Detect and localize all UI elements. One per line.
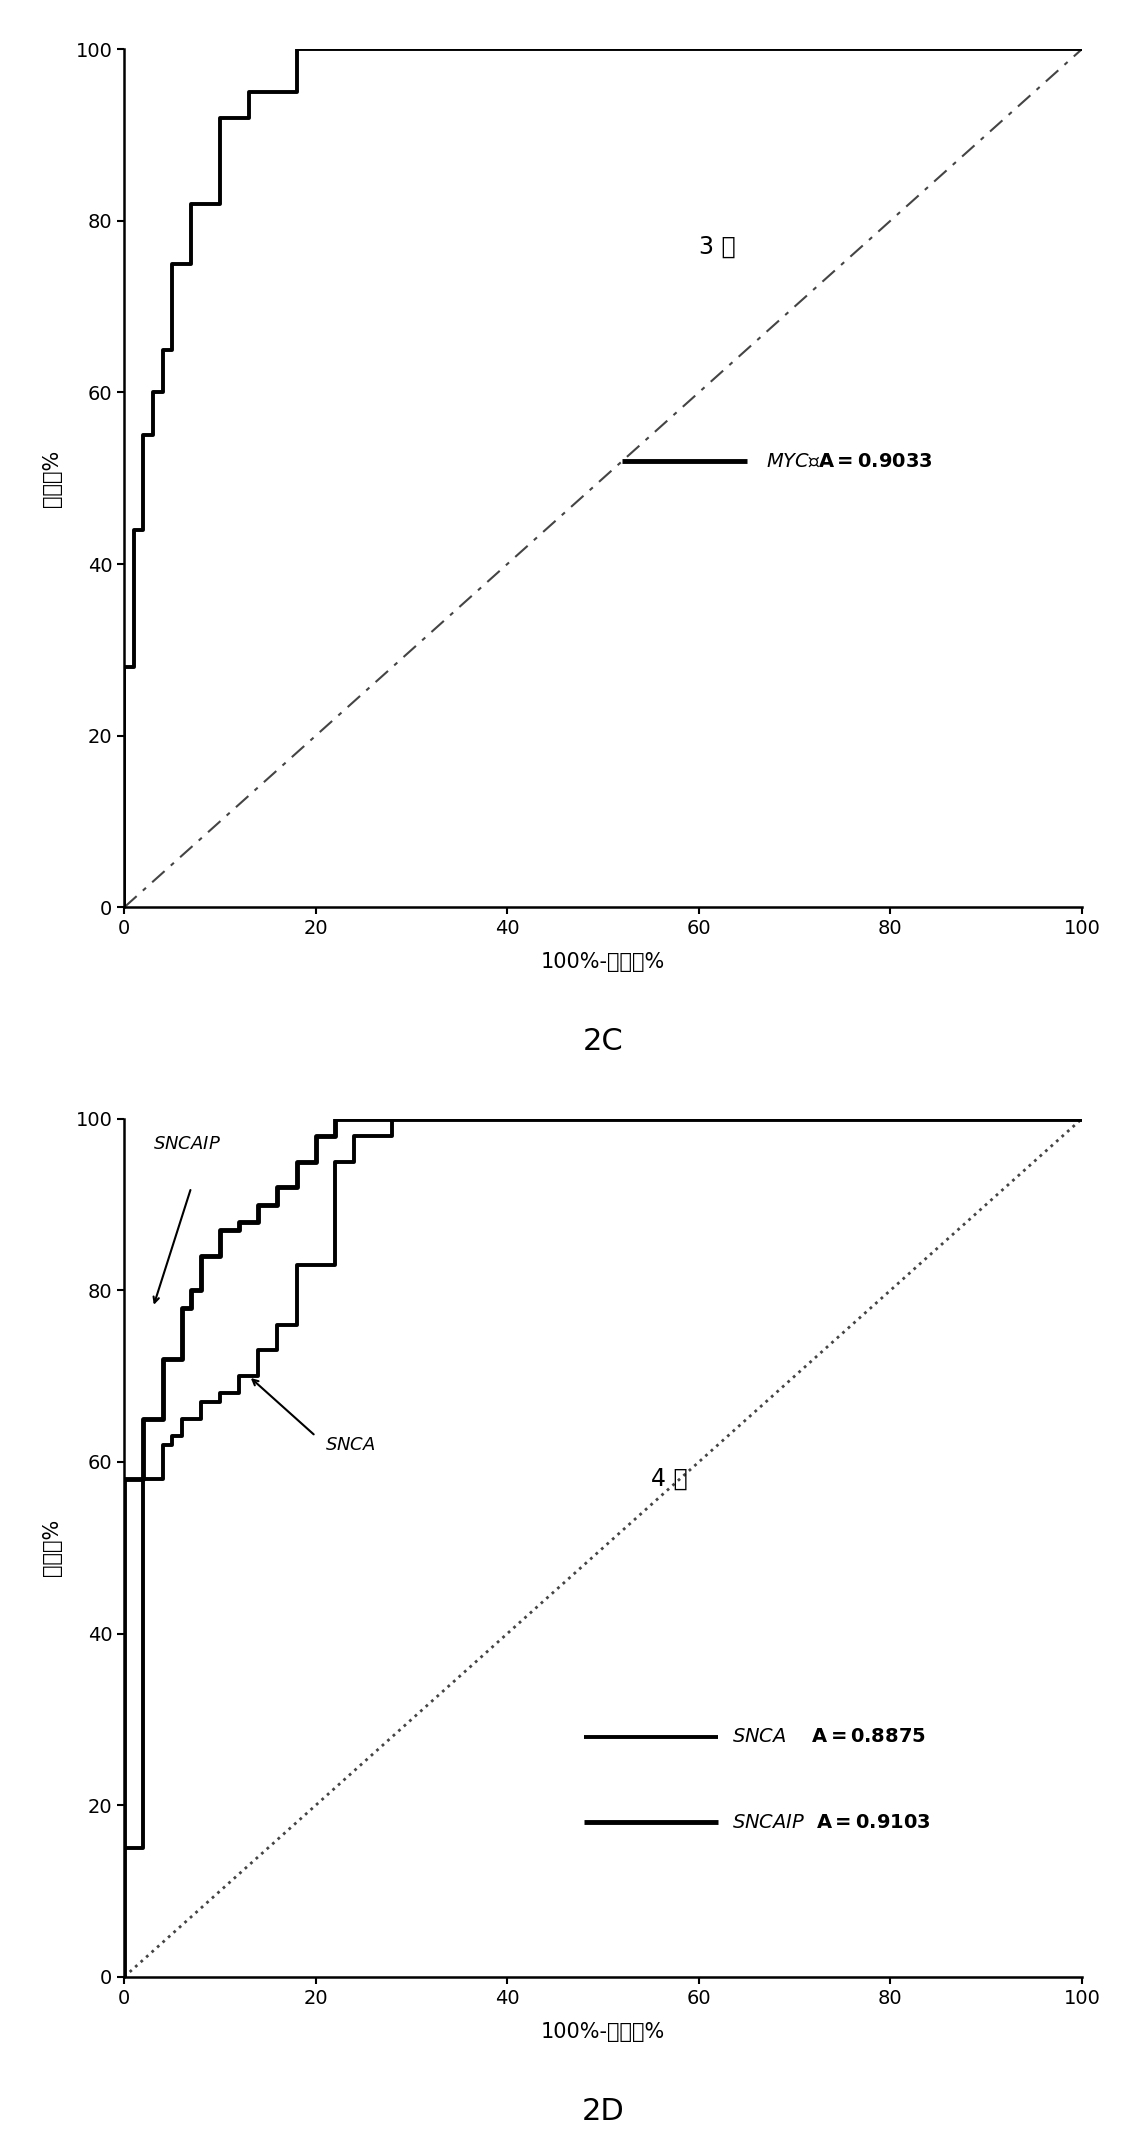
Text: $\mathit{SNCA}$: $\mathit{SNCA}$: [325, 1436, 376, 1453]
X-axis label: 100%-特异性%: 100%-特异性%: [541, 952, 665, 971]
Text: 2C: 2C: [582, 1027, 624, 1057]
Y-axis label: 敏感性%: 敏感性%: [41, 450, 62, 506]
Text: $\mathit{SNCAIP}$: $\mathit{SNCAIP}$: [153, 1135, 220, 1154]
Text: 4 型: 4 型: [651, 1466, 687, 1492]
Text: $\bf{\mathit{SNCA}}$$\bf{\ \ \ \ A = 0.8875}$: $\bf{\mathit{SNCA}}$$\bf{\ \ \ \ A = 0.8…: [732, 1727, 926, 1746]
Text: 3 型: 3 型: [699, 235, 735, 258]
X-axis label: 100%-特异性%: 100%-特异性%: [541, 2022, 665, 2041]
Text: 2D: 2D: [581, 2097, 625, 2125]
Text: $\bf{\mathit{SNCAIP}}$$\bf{\ \ A = 0.9103}$: $\bf{\mathit{SNCAIP}}$$\bf{\ \ A = 0.910…: [732, 1813, 931, 1832]
Text: $\bf{\mathit{MYC}}$$\bf{，A=0.9033}$: $\bf{\mathit{MYC}}$$\bf{，A=0.9033}$: [766, 452, 933, 472]
Y-axis label: 敏感性%: 敏感性%: [41, 1520, 62, 1576]
